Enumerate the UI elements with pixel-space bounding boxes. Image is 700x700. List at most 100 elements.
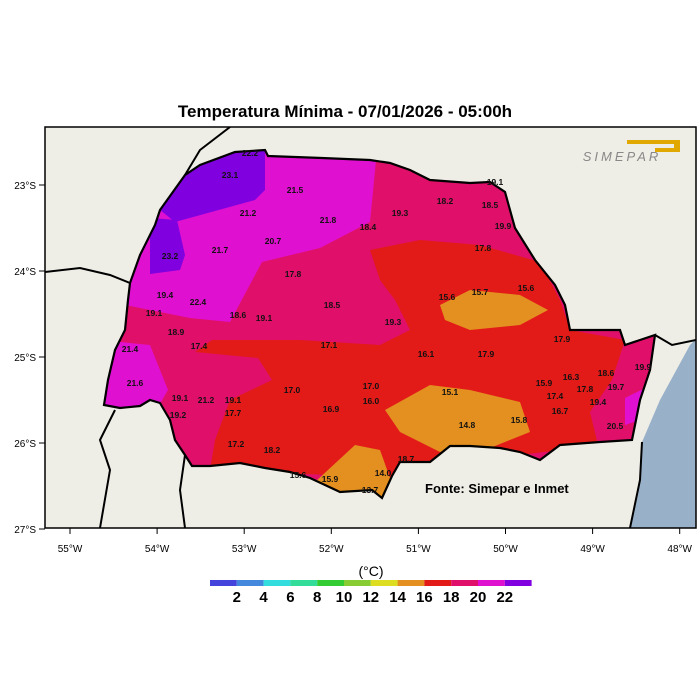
colorbar-swatch <box>236 580 264 586</box>
station-value: 16.0 <box>363 396 380 406</box>
lon-tick-label: 53°W <box>232 544 257 555</box>
colorbar-swatch <box>424 580 452 586</box>
lat-tick-label: 26°S <box>14 439 36 450</box>
station-value: 17.9 <box>478 349 495 359</box>
station-value: 19.4 <box>157 290 174 300</box>
lat-tick-label: 24°S <box>14 267 36 278</box>
svg-text:SIMEPAR: SIMEPAR <box>583 149 662 164</box>
colorbar-tick-label: 2 <box>233 589 241 606</box>
station-value: 17.0 <box>284 385 301 395</box>
station-value: 19.7 <box>608 382 625 392</box>
station-value: 19.1 <box>256 313 273 323</box>
station-value: 14.0 <box>375 468 392 478</box>
station-value: 19.1 <box>146 308 163 318</box>
station-value: 19.1 <box>487 177 504 187</box>
legend-unit: (°C) <box>358 563 384 579</box>
station-value: 17.8 <box>577 384 594 394</box>
station-value: 15.6 <box>518 283 535 293</box>
station-value: 15.7 <box>472 287 489 297</box>
station-value: 21.8 <box>320 215 337 225</box>
map-title: Temperatura Mínima - 07/01/2026 - 05:00h <box>177 102 513 121</box>
lon-tick-label: 55°W <box>58 544 83 555</box>
station-value: 16.9 <box>323 404 340 414</box>
station-value: 22.2 <box>242 148 259 158</box>
station-value: 14.8 <box>459 420 476 430</box>
station-value: 19.9 <box>635 362 652 372</box>
lon-tick-label: 49°W <box>580 544 605 555</box>
colorbar-swatch <box>344 580 371 586</box>
station-value: 19.1 <box>172 393 189 403</box>
colorbar-swatch <box>504 580 532 586</box>
station-value: 18.2 <box>264 445 281 455</box>
station-value: 18.5 <box>324 300 341 310</box>
map-frame <box>44 126 697 529</box>
lon-tick-label: 51°W <box>406 544 431 555</box>
station-value: 15.9 <box>536 378 553 388</box>
station-value: 23.2 <box>162 251 179 261</box>
ocean <box>630 339 696 528</box>
station-value: 15.6 <box>290 470 307 480</box>
station-value: 19.3 <box>392 208 409 218</box>
lat-tick-label: 23°S <box>14 181 36 192</box>
simepar-logo: SIMEPAR <box>583 140 680 164</box>
station-value: 19.3 <box>385 317 402 327</box>
colorbar-swatch <box>290 580 318 586</box>
station-value: 18.7 <box>398 454 415 464</box>
station-value: 21.6 <box>127 378 144 388</box>
colorbar-tick-label: 22 <box>496 589 513 606</box>
station-value: 19.2 <box>170 410 187 420</box>
station-value: 20.7 <box>265 236 282 246</box>
station-value: 17.4 <box>191 341 208 351</box>
station-value: 18.2 <box>437 196 454 206</box>
colorbar-swatch <box>478 580 505 586</box>
station-value: 17.1 <box>321 340 338 350</box>
colorbar-tick-label: 6 <box>286 589 294 606</box>
station-value: 16.3 <box>563 372 580 382</box>
station-value: 21.7 <box>212 245 229 255</box>
station-value: 21.2 <box>198 395 215 405</box>
station-value: 15.6 <box>439 292 456 302</box>
station-value: 22.4 <box>190 297 207 307</box>
lon-tick-label: 50°W <box>493 544 518 555</box>
lat-tick-label: 25°S <box>14 353 36 364</box>
station-value: 16.7 <box>552 406 569 416</box>
station-value: 17.4 <box>547 391 564 401</box>
colorbar-tick-label: 4 <box>259 589 268 606</box>
station-value: 18.5 <box>482 200 499 210</box>
lat-tick-label: 27°S <box>14 525 36 536</box>
station-value: 17.0 <box>363 381 380 391</box>
colorbar-swatch <box>317 580 344 586</box>
neighbor-borders <box>45 127 696 528</box>
station-value: 21.4 <box>122 344 139 354</box>
colorbar-tick-label: 16 <box>416 589 433 606</box>
colorbar-swatch <box>451 580 478 586</box>
station-value: 13.7 <box>362 485 379 495</box>
colorbar-tick-label: 14 <box>389 589 406 606</box>
colorbar-tick-label: 12 <box>362 589 379 606</box>
station-value: 19.4 <box>590 397 607 407</box>
station-value: 21.2 <box>240 208 257 218</box>
colorbar-swatch <box>370 580 398 586</box>
lon-tick-label: 52°W <box>319 544 344 555</box>
colorbar-swatch <box>210 580 237 586</box>
station-value: 21.5 <box>287 185 304 195</box>
station-value: 17.9 <box>554 334 571 344</box>
colorbar-tick-label: 8 <box>313 589 321 606</box>
station-value: 18.9 <box>168 327 185 337</box>
station-value: 23.1 <box>222 170 239 180</box>
station-value: 18.6 <box>598 368 615 378</box>
station-value: 15.9 <box>322 474 339 484</box>
station-value: 18.4 <box>360 222 377 232</box>
colorbar-tick-label: 18 <box>443 589 460 606</box>
station-value: 20.5 <box>607 421 624 431</box>
colorbar-swatch <box>263 580 291 586</box>
state-border <box>102 148 657 500</box>
station-value: 16.1 <box>418 349 435 359</box>
lon-tick-label: 54°W <box>145 544 170 555</box>
station-value: 17.8 <box>475 243 492 253</box>
station-value: 15.1 <box>442 387 459 397</box>
station-value: 19.9 <box>495 221 512 231</box>
station-value: 15.8 <box>511 415 528 425</box>
